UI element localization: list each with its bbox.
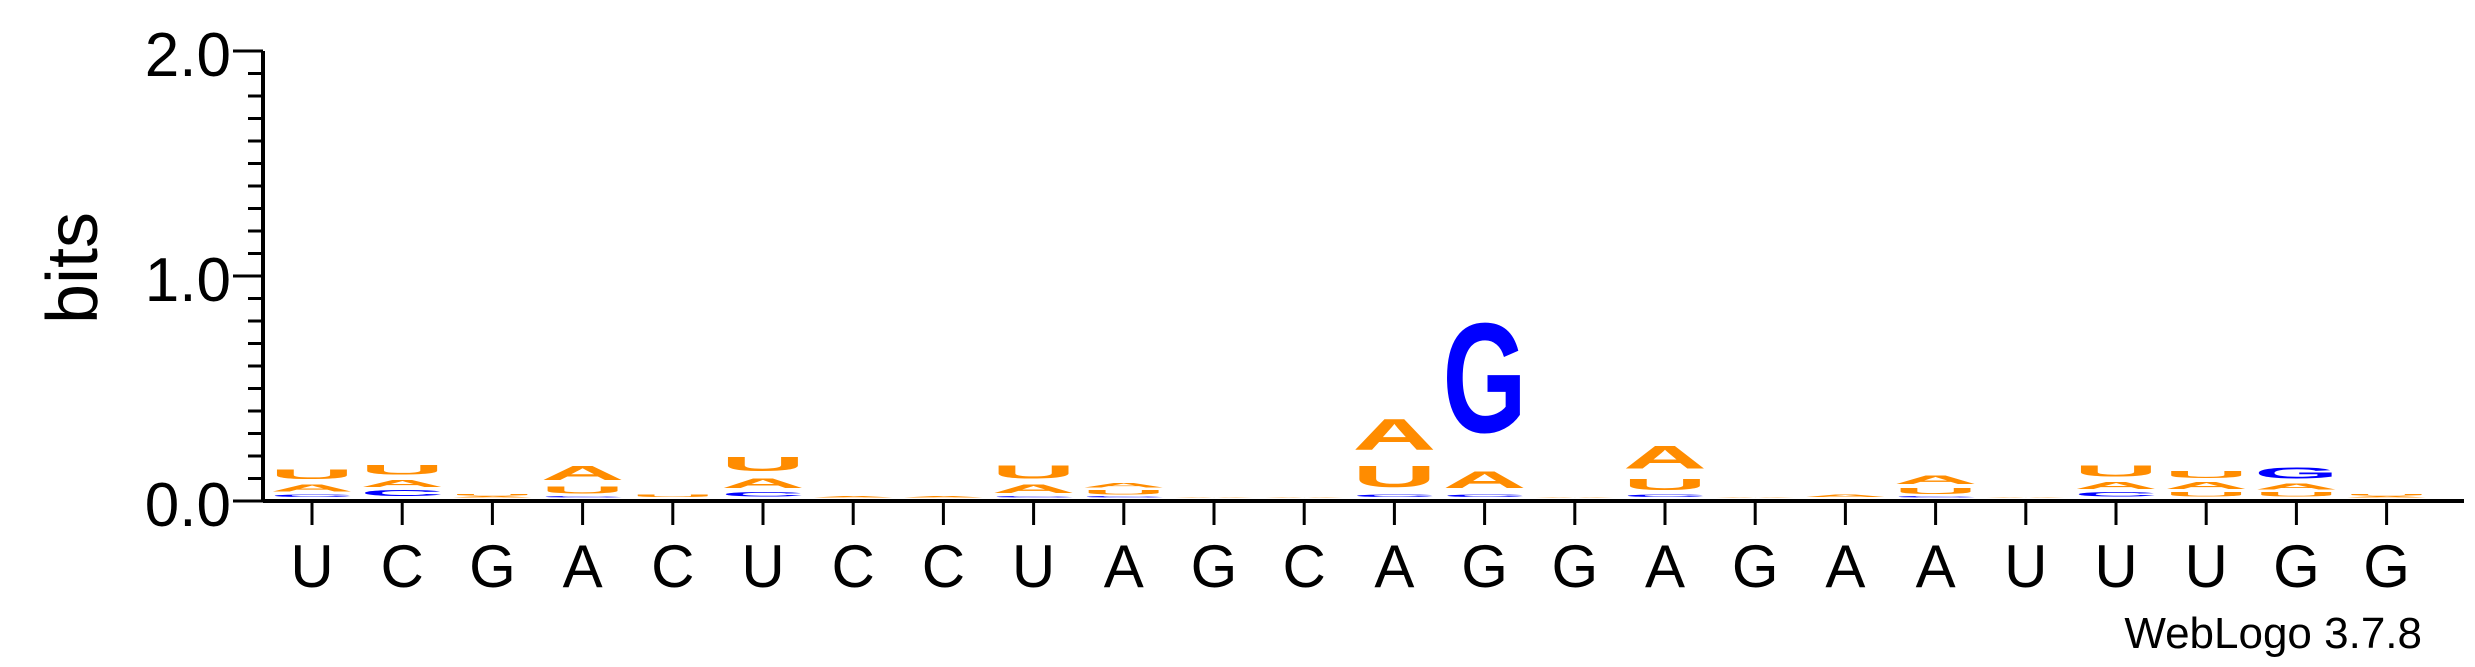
logo-letter-U: U <box>992 462 1076 482</box>
x-tick-label: C <box>1283 533 1326 600</box>
y-tick-label: 2.0 <box>145 21 231 90</box>
logo-letter-U: U <box>1352 460 1436 494</box>
logo-letter-A: A <box>901 496 985 498</box>
logo-letter-A: A <box>1984 497 2068 498</box>
logo-letter-A: A <box>2345 496 2429 498</box>
weblogo-credit: WebLogo 3.7.8 <box>2124 609 2422 658</box>
logo-letter-A: A <box>1803 494 1887 498</box>
logo-letter-U: U <box>1894 487 1978 496</box>
logo-letter-U: U <box>2074 462 2158 480</box>
x-tick-label: A <box>1825 533 1865 600</box>
x-tick-label: U <box>2094 533 2137 600</box>
x-tick-label: A <box>1645 533 1685 600</box>
logo-letter-C: C <box>1352 494 1436 498</box>
logo-letter-U: U <box>1623 475 1707 493</box>
logo-letter-G: G <box>2254 464 2338 482</box>
x-tick-label: U <box>2185 533 2228 600</box>
logo-letter-U: U <box>631 494 715 498</box>
x-tick-label: C <box>651 533 694 600</box>
logo-letter-U: U <box>2345 494 2429 496</box>
logo-letter-A: A <box>450 496 534 498</box>
logo-letter-A: A <box>992 482 1076 496</box>
x-tick-label: A <box>563 533 603 600</box>
x-tick-label: C <box>832 533 875 600</box>
x-tick-label: A <box>1374 533 1414 600</box>
y-axis-ticks: 0.0 1.0 2.0 <box>145 21 263 540</box>
logo-letter-C: C <box>721 491 805 498</box>
x-tick-label: C <box>922 533 965 600</box>
x-tick-label: G <box>1732 533 1779 600</box>
logo-letter-U: U <box>270 466 354 482</box>
logo-letter-A: A <box>2074 480 2158 491</box>
logo-letter-A: A <box>360 478 444 489</box>
logo-letter-C: C <box>992 496 1076 498</box>
logo-letter-A: A <box>1082 482 1166 489</box>
logo-letter-U: U <box>2254 491 2338 498</box>
logo-letter-U: U <box>2164 491 2248 498</box>
x-tick-label: U <box>1012 533 1055 600</box>
logo-letter-U: U <box>2164 469 2248 480</box>
logo-letter-A: A <box>721 475 805 491</box>
logo-letter-A: A <box>1443 466 1527 493</box>
logo-letter-C: C <box>270 494 354 498</box>
logo-letter-U: U <box>721 453 805 476</box>
logo-letter-U: U <box>541 485 625 496</box>
x-tick-label: U <box>741 533 784 600</box>
x-tick-label: G <box>2363 533 2410 600</box>
logo-letter-A: A <box>1623 440 1707 476</box>
x-tick-label: G <box>1461 533 1508 600</box>
x-tick-label: G <box>2273 533 2320 600</box>
logo-letter-U: U <box>1082 489 1166 496</box>
logo-letter-C: C <box>1623 494 1707 498</box>
y-tick-label: 0.0 <box>145 471 231 540</box>
logo-letter-C: C <box>541 496 625 498</box>
logo-letter-A: A <box>1533 497 1617 498</box>
logo-letter-U: U <box>450 494 534 496</box>
logo-letter-A: A <box>811 496 895 498</box>
x-tick-label: U <box>290 533 333 600</box>
logo-letter-C: C <box>1894 496 1978 498</box>
logo-letter-G: G <box>1443 290 1527 466</box>
x-tick-label: A <box>1104 533 1144 600</box>
x-tick-label: A <box>1916 533 1956 600</box>
logo-letter-A: A <box>541 462 625 485</box>
logo-letter-A: A <box>1894 473 1978 487</box>
logo-letter-U: U <box>360 462 444 478</box>
logo-letter-A: A <box>2254 482 2338 491</box>
x-tick-label: G <box>1191 533 1238 600</box>
logo-letter-A: A <box>1172 497 1256 498</box>
y-axis-label: bits <box>33 212 113 324</box>
logo-letter-A: A <box>270 482 354 493</box>
x-tick-label: C <box>381 533 424 600</box>
logo-letter-C: C <box>360 489 444 498</box>
logo-letter-A: A <box>2164 480 2248 491</box>
x-tick-label: G <box>469 533 516 600</box>
logo-letter-A: A <box>1352 410 1436 460</box>
logo-letter-A: A <box>1713 497 1797 498</box>
x-tick-label: U <box>2004 533 2047 600</box>
logo-letter-C: C <box>1082 496 1166 498</box>
logo-letter-C: C <box>2074 491 2158 498</box>
x-tick-label: G <box>1551 533 1598 600</box>
logo-letter-C: C <box>1443 494 1527 498</box>
y-tick-label: 1.0 <box>145 246 231 315</box>
logo-letter-A: A <box>1262 497 1346 498</box>
